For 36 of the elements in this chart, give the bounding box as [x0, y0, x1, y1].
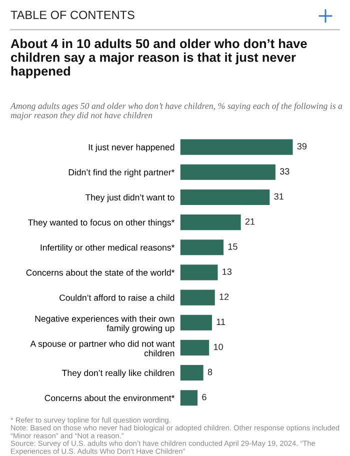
y-tick-label: Couldn’t afford to raise a child — [60, 294, 174, 301]
y-tick-label: Negative experiences with their own family growing up — [35, 315, 174, 333]
bar — [180, 240, 224, 256]
y-tick-label: Concerns about the environment* — [44, 394, 175, 402]
y-tick-label: It just never happened — [88, 144, 174, 152]
bar — [180, 314, 212, 330]
y-tick-label: They wanted to focus on other things* — [28, 219, 175, 228]
data-label: 31 — [274, 193, 284, 200]
data-label: 15 — [228, 244, 238, 250]
chart-subtitle: Among adults ages 50 and older who don’t have children, % saying each of the following is a major reason they did not have children — [10, 102, 342, 120]
y-tick-label: They just didn’t want to — [85, 194, 174, 202]
bar — [180, 139, 293, 155]
data-label: 6 — [202, 394, 206, 400]
data-label: 39 — [297, 143, 307, 150]
bar — [180, 365, 204, 381]
data-label: 21 — [245, 218, 255, 225]
y-tick-label: Concerns about the state of the world* — [26, 269, 175, 276]
bar — [180, 214, 241, 230]
chart-title: About 4 in 10 adults 50 and older who don’t have children say a major reason is that it just never happened — [10, 38, 307, 78]
y-tick-label: They don’t really like children — [62, 370, 174, 378]
data-label: 10 — [214, 344, 223, 350]
text: TABLE OF CONTENTS — [10, 10, 134, 20]
data-label: 8 — [208, 368, 212, 376]
bar — [180, 340, 210, 356]
data-label: 13 — [222, 268, 232, 275]
data-label: 33 — [280, 168, 290, 175]
bar — [180, 189, 270, 205]
y-tick-label: Didn’t find the right partner* — [68, 168, 175, 178]
y-tick-label: A spouse or partner who did not want children — [30, 340, 175, 356]
data-label: 11 — [216, 318, 226, 325]
bar — [180, 164, 276, 180]
bar — [180, 390, 198, 406]
bar — [180, 290, 215, 306]
y-tick-label: Infertility or other medical reasons* — [40, 244, 175, 252]
data-label: 12 — [220, 294, 229, 300]
bar — [180, 264, 218, 280]
